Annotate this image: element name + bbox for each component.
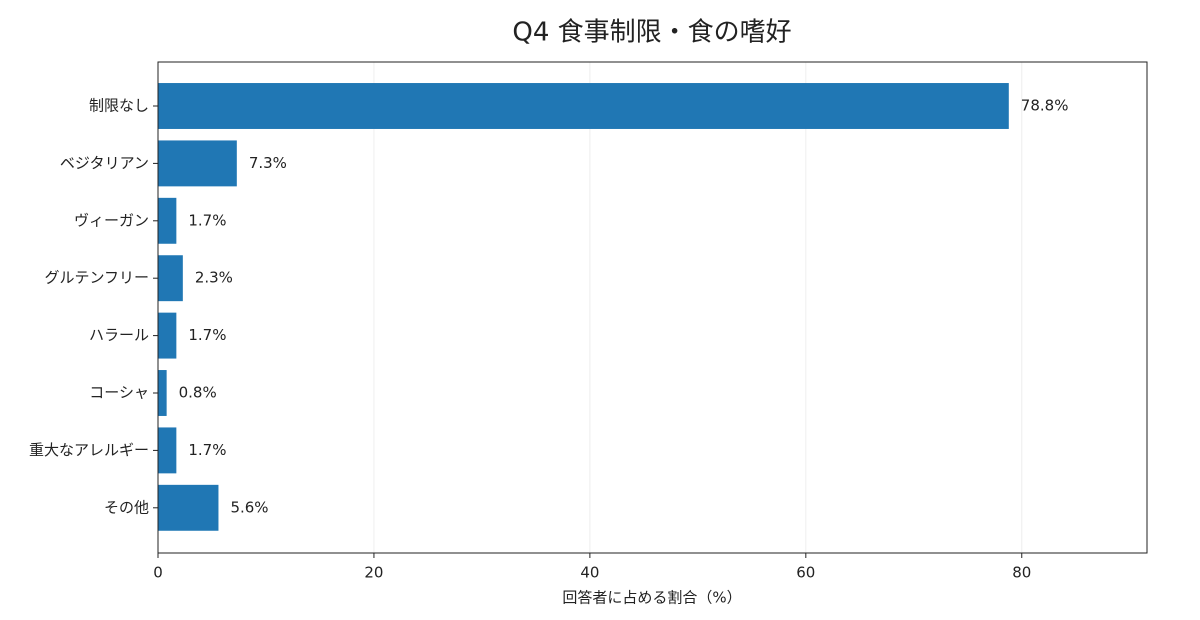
y-tick-label: ヴィーガン: [74, 211, 149, 229]
value-label: 7.3%: [249, 154, 287, 172]
plot-area: 0 20 40 60 80 制限なし 78.8% ベジタリアン 7.3% ヴィーガン 1.7% グルテ…: [29, 62, 1068, 582]
plot-frame: [157, 61, 1148, 554]
x-tick-label: 40: [580, 564, 599, 582]
bar: [158, 197, 177, 244]
x-tick-label: 80: [1012, 564, 1031, 582]
value-label: 0.8%: [179, 384, 217, 402]
bar: [158, 255, 183, 302]
value-label: 1.7%: [188, 211, 226, 229]
y-tick-label: その他: [104, 498, 149, 516]
bar: [158, 83, 1009, 129]
y-tick-label: グルテンフリー: [44, 269, 149, 287]
value-label: 78.8%: [1021, 97, 1069, 115]
value-label: 1.7%: [188, 441, 226, 459]
value-label: 2.3%: [195, 269, 233, 287]
x-tick-label: 0: [153, 564, 163, 582]
x-tick-label: 60: [796, 564, 815, 582]
bar: [158, 370, 167, 416]
value-label: 1.7%: [188, 326, 226, 344]
y-tick-label: 重大なアレルギー: [29, 441, 149, 459]
x-axis-label: 回答者に占める割合（%）: [562, 589, 741, 607]
y-tick-label: ハラール: [89, 326, 149, 344]
value-label: 5.6%: [230, 498, 268, 516]
chart-title: Q4 食事制限・食の嗜好: [512, 18, 791, 48]
y-tick-label: ベジタリアン: [60, 154, 149, 172]
x-tick-label: 20: [364, 564, 383, 582]
y-tick-label: コーシャ: [89, 384, 149, 402]
bar: [158, 427, 177, 474]
bar: [158, 140, 237, 187]
y-tick-label: 制限なし: [89, 97, 149, 115]
bar: [158, 312, 177, 359]
bar: [158, 484, 219, 531]
